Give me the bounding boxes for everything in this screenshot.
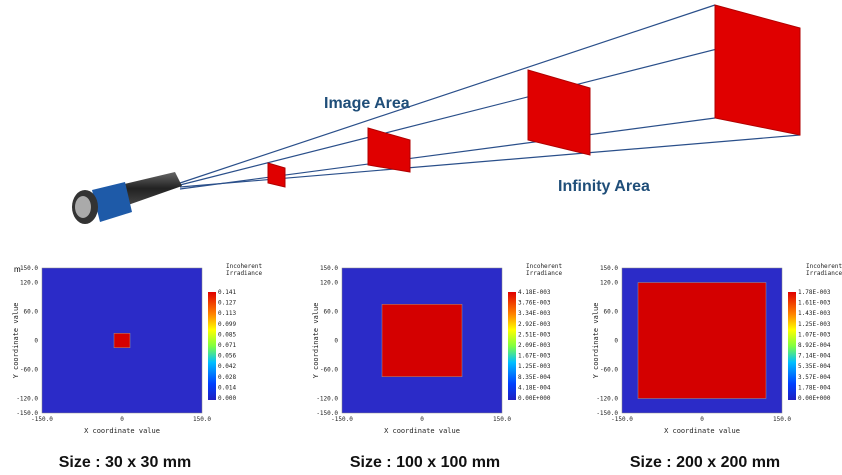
y-tick-label: -60.0 [320, 367, 338, 374]
colorbar-tick-label: 1.07E-003 [798, 331, 831, 338]
legend-title: Incoherent [526, 263, 563, 270]
fragment-text: m [14, 265, 21, 274]
y-tick-label: -150.0 [16, 410, 38, 417]
colorbar-tick-label: 0.056 [218, 353, 236, 360]
y-axis-label: Y coordinate value [12, 303, 20, 379]
colorbar-tick-label: 5.35E-004 [798, 363, 831, 370]
colorbar [208, 292, 216, 400]
y-tick-label: 120.0 [20, 280, 38, 287]
image-area-label: Image Area [324, 95, 410, 112]
y-tick-label: 60.0 [324, 309, 339, 316]
x-tick-label: 0 [120, 416, 124, 423]
y-tick-label: 0 [334, 338, 338, 345]
y-tick-label: -120.0 [596, 396, 618, 403]
legend-title: Irradiance [526, 270, 563, 277]
y-tick-label: -120.0 [16, 396, 38, 403]
x-axis-label: X coordinate value [84, 427, 160, 435]
colorbar-tick-label: 8.35E-004 [518, 374, 551, 381]
colorbar-tick-label: 1.25E-003 [798, 321, 831, 328]
colorbar-tick-label: 8.92E-004 [798, 342, 831, 349]
x-axis-label: X coordinate value [384, 427, 460, 435]
y-tick-label: -60.0 [20, 367, 38, 374]
y-axis-label: Y coordinate value [312, 303, 320, 379]
colorbar-tick-label: 3.76E-003 [518, 300, 551, 307]
colorbar-tick-label: 2.92E-003 [518, 321, 551, 328]
colorbar-tick-label: 2.51E-003 [518, 331, 551, 338]
camera [72, 172, 182, 224]
y-tick-label: 60.0 [604, 309, 619, 316]
x-axis-label: X coordinate value [664, 427, 740, 435]
colorbar-tick-label: 0.000 [218, 395, 236, 402]
y-tick-label: 150.0 [320, 265, 338, 272]
projection-lines [179, 4, 801, 190]
y-tick-label: 120.0 [320, 280, 338, 287]
colorbar-tick-label: 4.18E-004 [518, 384, 551, 391]
y-tick-label: 120.0 [600, 280, 618, 287]
y-axis-label: Y coordinate value [592, 303, 600, 379]
colorbar [508, 292, 516, 400]
colorbar-tick-label: 0.028 [218, 374, 236, 381]
colorbar-tick-label: 1.61E-003 [798, 300, 831, 307]
frames [267, 4, 801, 188]
legend-title: Incoherent [226, 263, 263, 270]
colorbar-tick-label: 2.09E-003 [518, 342, 551, 349]
caption: Size : 200 x 200 mm [630, 454, 780, 471]
colorbar-tick-label: 0.071 [218, 342, 236, 349]
y-tick-label: 0 [34, 338, 38, 345]
y-tick-label: -60.0 [600, 367, 618, 374]
colorbar-tick-label: 4.18E-003 [518, 289, 551, 296]
legend-title: Irradiance [806, 270, 842, 277]
colorbar-tick-label: 1.67E-003 [518, 353, 551, 360]
colorbar-tick-label: 0.141 [218, 289, 236, 296]
colorbar-tick-label: 1.78E-004 [798, 384, 831, 391]
irradiance-spot [113, 333, 131, 348]
irradiance-spot [381, 304, 463, 377]
colorbar-tick-label: 1.43E-003 [798, 310, 831, 317]
y-tick-label: 150.0 [600, 265, 618, 272]
caption: Size : 100 x 100 mm [350, 454, 500, 471]
colorbar-tick-label: 0.014 [218, 384, 236, 391]
colorbar-tick-label: 0.099 [218, 321, 236, 328]
colorbar-tick-label: 0.00E+000 [798, 395, 831, 402]
colorbar [788, 292, 796, 400]
y-tick-label: 0 [614, 338, 618, 345]
caption: Size : 30 x 30 mm [59, 454, 192, 471]
colorbar-tick-label: 0.113 [218, 310, 236, 317]
x-tick-label: 0 [700, 416, 704, 423]
x-tick-label: -150.0 [31, 416, 53, 423]
x-tick-label: -150.0 [331, 416, 353, 423]
colorbar-tick-label: 3.34E-003 [518, 310, 551, 317]
y-tick-label: -150.0 [316, 410, 338, 417]
y-tick-label: 150.0 [20, 265, 38, 272]
legend-title: Incoherent [806, 263, 842, 270]
y-tick-label: 60.0 [24, 309, 39, 316]
x-tick-label: 150.0 [193, 416, 211, 423]
colorbar-tick-label: 3.57E-004 [798, 374, 831, 381]
colorbar-tick-label: 1.78E-003 [798, 289, 831, 296]
y-tick-label: -150.0 [596, 410, 618, 417]
irradiance-spot [637, 282, 767, 399]
colorbar-tick-label: 7.14E-004 [798, 353, 831, 360]
x-tick-label: -150.0 [611, 416, 633, 423]
colorbar-tick-label: 0.085 [218, 331, 236, 338]
colorbar-tick-label: 0.042 [218, 363, 236, 370]
infinity-area-label: Infinity Area [558, 178, 650, 195]
x-tick-label: 0 [420, 416, 424, 423]
legend-title: Irradiance [226, 270, 263, 277]
x-tick-label: 150.0 [493, 416, 511, 423]
colorbar-tick-label: 0.127 [218, 300, 236, 307]
y-tick-label: -120.0 [316, 396, 338, 403]
colorbar-tick-label: 0.00E+000 [518, 395, 551, 402]
colorbar-tick-label: 1.25E-003 [518, 363, 551, 370]
x-tick-label: 150.0 [773, 416, 791, 423]
